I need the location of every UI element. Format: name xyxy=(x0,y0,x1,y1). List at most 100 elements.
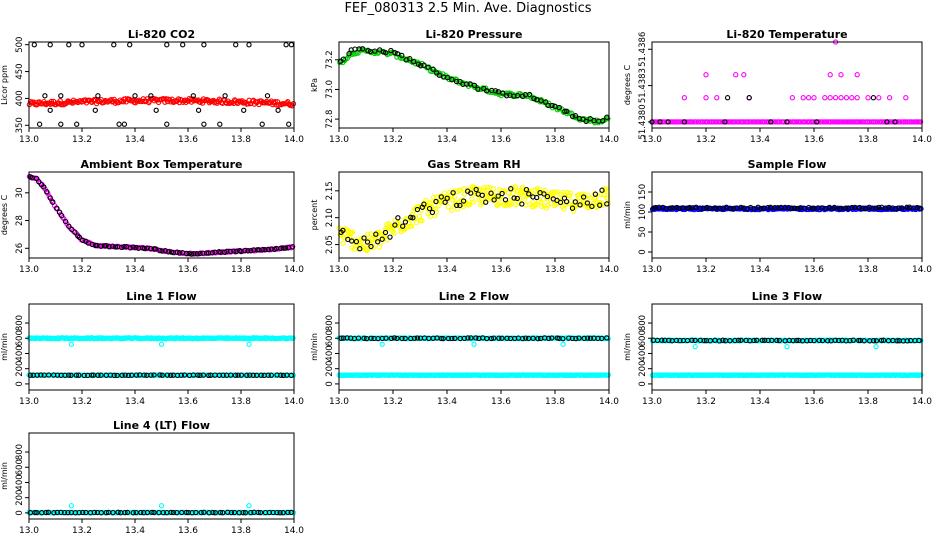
data-point xyxy=(361,235,367,241)
data-point xyxy=(769,337,775,344)
data-point xyxy=(410,215,416,221)
data-point xyxy=(782,204,788,211)
data-point xyxy=(400,223,406,229)
data-point xyxy=(47,195,53,201)
y-tick-label: 400 xyxy=(638,345,648,361)
data-point xyxy=(408,214,414,220)
x-tick-label: 13.2 xyxy=(696,265,716,275)
data-point xyxy=(258,372,264,378)
data-point xyxy=(72,229,78,235)
data-point xyxy=(377,47,383,53)
data-point xyxy=(569,335,576,342)
data-point xyxy=(526,188,532,194)
data-point xyxy=(408,223,415,229)
data-point xyxy=(904,338,910,344)
data-point xyxy=(566,193,573,199)
data-point xyxy=(811,337,817,344)
panel-sample: Sample Flow ml/min 13.0 13.2 13.4 13.6 13.8 14.… xyxy=(623,158,932,275)
x-tick-label: 13.6 xyxy=(804,397,824,407)
data-point xyxy=(805,95,812,101)
data-point xyxy=(66,372,72,378)
data-point xyxy=(148,93,154,99)
x-tick-label: 14.0 xyxy=(284,135,304,145)
x-tick-label: 13.8 xyxy=(231,526,251,536)
data-point xyxy=(50,199,56,205)
data-point xyxy=(583,118,589,125)
data-point xyxy=(692,343,698,350)
y-tick-label: 600 xyxy=(325,330,335,346)
data-point xyxy=(41,184,47,190)
data-point xyxy=(759,337,765,343)
data-point xyxy=(665,119,671,125)
data-point xyxy=(361,335,367,341)
data-point xyxy=(703,95,709,101)
data-point xyxy=(870,338,877,344)
data-point xyxy=(896,205,902,211)
data-point xyxy=(500,90,506,96)
data-point xyxy=(278,372,284,378)
y-tick-label: 0 xyxy=(638,249,648,254)
data-point xyxy=(916,337,922,344)
data-point xyxy=(416,213,423,219)
data-point xyxy=(536,198,542,205)
data-point xyxy=(600,118,606,124)
data-point xyxy=(569,113,576,120)
data-point xyxy=(772,205,778,211)
data-point xyxy=(283,42,289,48)
data-point xyxy=(148,245,154,252)
data-point xyxy=(421,62,427,68)
data-point xyxy=(440,335,446,342)
data-point xyxy=(42,93,48,99)
x-tick-label: 13.0 xyxy=(19,265,39,275)
data-point xyxy=(681,119,688,125)
data-point xyxy=(449,335,455,342)
data-point xyxy=(466,202,473,208)
data-point xyxy=(176,250,183,256)
data-point xyxy=(815,119,822,125)
data-point xyxy=(228,509,235,516)
data-point xyxy=(744,206,751,212)
x-tick-label: 13.6 xyxy=(491,397,511,407)
data-point xyxy=(450,190,456,196)
data-point xyxy=(660,204,666,211)
data-point xyxy=(402,219,409,225)
data-point xyxy=(180,42,186,48)
y-axis-label: ml/min xyxy=(310,333,319,361)
data-point xyxy=(178,372,184,378)
data-point xyxy=(484,184,491,190)
panel-pressure: Li-820 Pressure kPa 13.0 13.2 13.4 13.6 13.8 14… xyxy=(310,28,619,145)
data-point xyxy=(399,52,405,59)
data-point xyxy=(118,244,125,251)
data-point xyxy=(838,95,844,101)
data-point xyxy=(468,335,474,341)
data-point xyxy=(825,338,831,344)
data-point xyxy=(285,99,291,105)
data-point xyxy=(285,509,291,516)
x-tick-label: 13.4 xyxy=(125,397,145,407)
data-point xyxy=(575,192,582,198)
data-point xyxy=(461,335,468,342)
data-point xyxy=(242,247,248,254)
y-tick-label: 73.2 xyxy=(325,50,335,69)
data-point xyxy=(818,119,825,125)
plot-frame xyxy=(338,41,610,129)
data-point xyxy=(850,337,856,343)
data-point xyxy=(121,121,128,127)
data-point xyxy=(679,119,685,125)
data-point xyxy=(880,337,887,343)
data-point xyxy=(686,204,693,211)
data-point xyxy=(918,372,924,378)
x-tick-label: 13.4 xyxy=(750,397,770,407)
data-point xyxy=(483,199,489,205)
data-point xyxy=(449,77,455,83)
data-point xyxy=(560,335,566,342)
data-point xyxy=(479,192,485,198)
data-point xyxy=(286,121,292,127)
data-point xyxy=(892,119,898,125)
data-point xyxy=(68,341,75,347)
points xyxy=(26,42,297,127)
data-point xyxy=(738,204,744,211)
x-tick-label: 13.6 xyxy=(178,265,198,275)
data-point xyxy=(692,337,698,344)
data-point xyxy=(227,248,233,255)
